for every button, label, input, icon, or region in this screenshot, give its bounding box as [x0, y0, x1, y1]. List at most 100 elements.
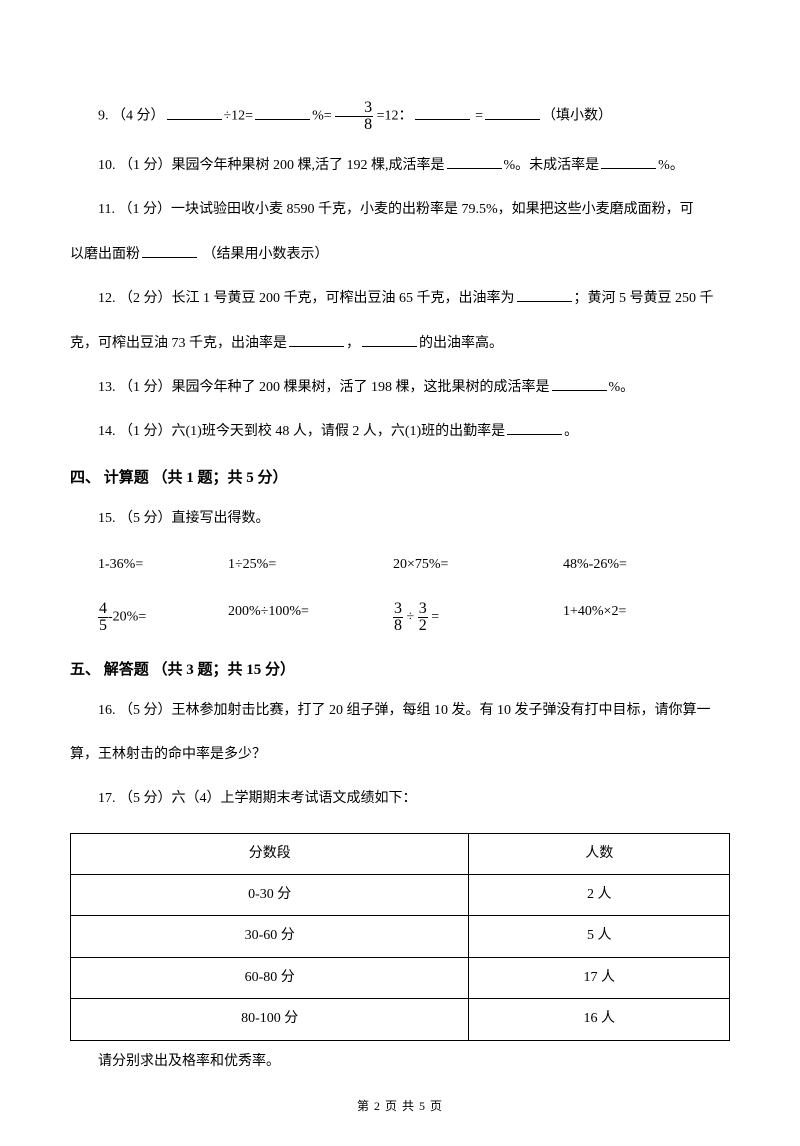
text: -20%= [108, 609, 146, 624]
table-cell: 0-30 分 [71, 875, 469, 916]
table-cell: 80-100 分 [71, 999, 469, 1040]
calc-row-1: 1-36%= 1÷25%= 20×75%= 48%-26%= [70, 554, 730, 576]
text: = [428, 609, 439, 624]
q-number: 12. [98, 291, 119, 306]
table-cell: 60-80 分 [71, 957, 469, 998]
table-cell: 5 人 [469, 916, 730, 957]
text: 长江 1 号黄豆 200 千克，可榨出豆油 65 千克，出油率为 [172, 291, 515, 306]
q-number: 15. [98, 511, 119, 526]
blank [167, 106, 222, 120]
table-cell: 17 人 [469, 957, 730, 998]
text: 算，王林射击的命中率是多少？ [70, 747, 266, 762]
table-row: 0-30 分 2 人 [71, 875, 730, 916]
blank [447, 155, 502, 169]
calc-item: 1÷25%= [228, 554, 393, 576]
text: 的出油率高。 [419, 336, 503, 351]
calc-item: 200%÷100%= [228, 601, 393, 634]
page-footer: 第 2 页 共 5 页 [70, 1097, 730, 1116]
text: ÷12= [224, 109, 254, 124]
fraction-4-5: 45 [98, 601, 108, 634]
text: 请分别求出及格率和优秀率。 [98, 1054, 280, 1069]
table-row: 60-80 分 17 人 [71, 957, 730, 998]
question-13: 13. （1 分）果园今年种了 200 棵果树，活了 198 棵，这批果树的成活… [70, 377, 730, 399]
text: 王林参加射击比赛，打了 20 组子弹，每组 10 发。有 10 发子弹没有打中目… [172, 703, 711, 718]
q-points: （1 分） [119, 158, 172, 173]
blank [415, 106, 470, 120]
q-points: （5 分） [119, 791, 172, 806]
question-16-cont: 算，王林射击的命中率是多少？ [70, 744, 730, 766]
calc-item: 1+40%×2= [563, 601, 693, 634]
text: = [472, 109, 483, 124]
table-cell: 2 人 [469, 875, 730, 916]
text: （结果用小数表示） [199, 247, 329, 262]
calc-item: 45-20%= [98, 601, 228, 634]
q-number: 13. [98, 380, 119, 395]
question-11-cont: 以磨出面粉 （结果用小数表示） [70, 244, 730, 266]
question-9: 9. （4 分） ÷12= %= 38 =12： = （填小数） [70, 100, 730, 133]
text: 果园今年种了 200 棵果树，活了 198 棵，这批果树的成活率是 [172, 380, 550, 395]
text: =12： [373, 109, 412, 124]
text: 六（4）上学期期末考试语文成绩如下： [172, 791, 417, 806]
q-points: （1 分） [119, 424, 172, 439]
q-points: （4 分） [112, 109, 165, 124]
calc-item: 48%-26%= [563, 554, 693, 576]
calc-item: 1-36%= [98, 554, 228, 576]
score-table: 分数段 人数 0-30 分 2 人 30-60 分 5 人 60-80 分 17… [70, 833, 730, 1041]
blank [289, 333, 344, 347]
table-header-row: 分数段 人数 [71, 833, 730, 874]
blank [485, 106, 540, 120]
table-header: 分数段 [71, 833, 469, 874]
question-11: 11. （1 分）一块试验田收小麦 8590 千克，小麦的出粉率是 79.5%，… [70, 199, 730, 221]
blank [142, 244, 197, 258]
table-row: 80-100 分 16 人 [71, 999, 730, 1040]
q-points: （5 分） [119, 703, 172, 718]
q-points: （1 分） [119, 380, 172, 395]
question-15: 15. （5 分）直接写出得数。 [70, 508, 730, 530]
text: 直接写出得数。 [172, 511, 270, 526]
fraction-3-8: 38 [335, 100, 373, 133]
q-points: （2 分） [119, 291, 172, 306]
text: %。 [658, 158, 684, 173]
calc-row-2: 45-20%= 200%÷100%= 38 ÷ 32 = 1+40%×2= [70, 601, 730, 634]
text: %。 [609, 380, 635, 395]
text: %。未成活率是 [504, 158, 600, 173]
q-number: 17. [98, 791, 119, 806]
question-14: 14. （1 分）六(1)班今天到校 48 人，请假 2 人，六(1)班的出勤率… [70, 421, 730, 443]
section-4-header: 四、 计算题 （共 1 题；共 5 分） [70, 466, 730, 490]
text: ；黄河 5 号黄豆 250 千 [574, 291, 714, 306]
question-12: 12. （2 分）长江 1 号黄豆 200 千克，可榨出豆油 65 千克，出油率… [70, 288, 730, 310]
q-points: （5 分） [119, 511, 172, 526]
text: 果园今年种果树 200 棵,活了 192 棵,成活率是 [172, 158, 445, 173]
question-17: 17. （5 分）六（4）上学期期末考试语文成绩如下： [70, 788, 730, 810]
table-cell: 16 人 [469, 999, 730, 1040]
question-12-cont: 克，可榨出豆油 73 千克，出油率是 ， 的出油率高。 [70, 333, 730, 355]
text: ， [346, 336, 360, 351]
question-10: 10. （1 分）果园今年种果树 200 棵,活了 192 棵,成活率是%。未成… [70, 155, 730, 177]
blank [362, 333, 417, 347]
text: （填小数） [542, 109, 612, 124]
question-17-after: 请分别求出及格率和优秀率。 [70, 1051, 730, 1073]
blank [517, 288, 572, 302]
q-number: 14. [98, 424, 119, 439]
table-header: 人数 [469, 833, 730, 874]
blank [552, 377, 607, 391]
q-number: 9. [98, 109, 112, 124]
blank [507, 421, 562, 435]
text: 六(1)班今天到校 48 人，请假 2 人，六(1)班的出勤率是 [172, 424, 506, 439]
calc-item: 38 ÷ 32 = [393, 601, 563, 634]
blank [255, 106, 310, 120]
table-cell: 30-60 分 [71, 916, 469, 957]
q-number: 16. [98, 703, 119, 718]
question-16: 16. （5 分）王林参加射击比赛，打了 20 组子弹，每组 10 发。有 10… [70, 700, 730, 722]
fraction-3-2: 32 [418, 601, 428, 634]
text: 。 [564, 424, 578, 439]
text: 克，可榨出豆油 73 千克，出油率是 [70, 336, 287, 351]
fraction-3-8: 38 [393, 601, 403, 634]
section-5-header: 五、 解答题 （共 3 题；共 15 分） [70, 658, 730, 682]
text: 一块试验田收小麦 8590 千克，小麦的出粉率是 79.5%，如果把这些小麦磨成… [171, 202, 694, 217]
calc-item: 20×75%= [393, 554, 563, 576]
text: ÷ [403, 609, 418, 624]
q-points: （1 分） [118, 202, 171, 217]
text: %= [312, 109, 332, 124]
q-number: 11. [98, 202, 118, 217]
